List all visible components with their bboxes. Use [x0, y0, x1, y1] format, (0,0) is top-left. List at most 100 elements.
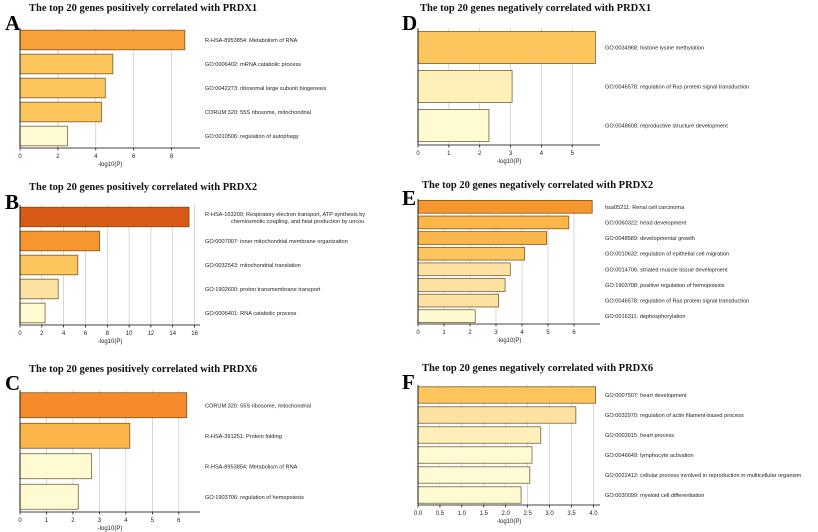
bar-label: GO:0014706: striated muscle tissue devel… [605, 267, 728, 273]
x-tick-label: 3 [494, 330, 498, 336]
bar [417, 231, 548, 245]
panel-letter: D [402, 11, 417, 35]
x-axis-label: -log10(P) [497, 338, 522, 344]
bar [417, 293, 499, 308]
bar-label: hsa05211: Renal cell carcinoma [605, 205, 685, 211]
x-tick-label: 0 [18, 154, 22, 160]
bar-label: GO:0048589: developmental growth [605, 236, 695, 242]
x-tick-label: 4 [94, 154, 98, 160]
x-tick-label: 3.0 [545, 511, 554, 517]
x-tick-label: 4 [540, 151, 544, 157]
x-tick-label: 16 [191, 331, 198, 337]
panel-letter: F [402, 370, 415, 394]
chart-title: The top 20 genes negatively correlated w… [420, 3, 651, 14]
bar-label: R-HSA-163200: Respiratory electron trans… [205, 212, 365, 225]
panel-letter: B [5, 190, 19, 214]
x-tick-label: 2.5 [523, 511, 532, 517]
bar [19, 483, 79, 510]
x-tick-label: 1.0 [458, 511, 467, 517]
bar-label: GO:1903706: regulation of hemopoiesis [205, 495, 304, 501]
x-tick-label: 4 [62, 331, 66, 337]
bar [417, 309, 476, 323]
x-tick-label: 2.0 [502, 511, 511, 517]
x-tick-label: 10 [126, 331, 133, 337]
bar-label: GO:0060322: head development [605, 220, 687, 226]
x-tick-label: 14 [169, 331, 176, 337]
bar-label: CORUM:320: 55S ribosome, mitochondrial [205, 403, 311, 409]
x-tick-label: 2 [71, 518, 75, 524]
bar [19, 125, 68, 147]
bar [417, 486, 522, 504]
bar [19, 77, 106, 99]
bar-label: GO:0007007: inner mitochondrial membrane… [205, 239, 348, 245]
x-tick-label: 2 [40, 331, 44, 337]
x-axis-label: -log10(P) [497, 159, 522, 165]
bar [19, 453, 92, 480]
bar-label: GO:0032970: regulation of actin filament… [605, 413, 744, 419]
x-tick-label: 6 [572, 330, 576, 336]
x-tick-label: 3 [98, 518, 102, 524]
x-tick-label: 4.0 [589, 511, 598, 517]
bar [19, 230, 100, 252]
x-tick-label: 0.0 [414, 511, 423, 517]
x-tick-label: 0 [416, 330, 420, 336]
x-tick-label: 5 [546, 330, 550, 336]
x-tick-label: 1.5 [480, 511, 489, 517]
bar [417, 70, 513, 103]
chart-title: The top 20 genes negatively correlated w… [422, 363, 653, 374]
bar-label: GO:0030099: myeloid cell differentiation [605, 493, 704, 499]
bar-label: R-HSA-8953854: Metabolism of RNA [205, 38, 298, 44]
x-tick-label: 6 [132, 154, 136, 160]
x-tick-label: 4 [520, 330, 524, 336]
chart-panel-a: A The top 20 genes positively correlated … [5, 3, 326, 168]
x-axis-label: -log10(P) [98, 526, 123, 532]
bar [417, 278, 506, 292]
x-tick-label: 12 [148, 331, 155, 337]
chart-panel-c: C The top 20 genes positively correlated … [5, 364, 311, 532]
bar-label: GO:1903708: positive regulation of hemop… [605, 283, 725, 289]
bar-label: R-HSA-8953854: Metabolism of RNA [205, 464, 298, 470]
x-tick-label: 6 [84, 331, 88, 337]
bar [417, 109, 490, 142]
bar-label: GO:0046578: regulation of Ras protein si… [605, 299, 749, 305]
x-tick-label: 3 [509, 151, 513, 157]
x-tick-label: 5 [151, 518, 155, 524]
x-tick-label: 1 [442, 330, 446, 336]
bar-label: GO:0010506: regulation of autophagy [205, 134, 299, 140]
bar-label: GO:0042273: ribosomal large subunit biog… [205, 86, 326, 92]
bar [417, 200, 593, 214]
chart-title: The top 20 genes positively correlated w… [29, 182, 257, 193]
bar-label: GO:0034968: histone lysine methylation [605, 46, 704, 52]
chart-panel-f: F The top 20 genes negatively correlated … [402, 363, 802, 525]
x-tick-label: 6 [177, 518, 181, 524]
bar-label: GO:0003015: heart process [605, 433, 674, 439]
x-tick-label: 8 [106, 331, 110, 337]
x-axis-label: -log10(P) [98, 339, 123, 345]
bar [19, 29, 186, 51]
bar [417, 386, 596, 404]
bar [417, 426, 542, 444]
chart-title: The top 20 genes positively correlated w… [29, 3, 257, 14]
panel-letter: A [5, 11, 21, 35]
x-tick-label: 0 [18, 331, 22, 337]
bar [417, 466, 531, 484]
bar [417, 406, 577, 424]
x-tick-label: 8 [170, 154, 174, 160]
bar [417, 246, 525, 261]
chart-panel-e: E The top 20 genes negatively correlated … [402, 180, 749, 344]
bar [417, 215, 570, 230]
bar-label: R-HSA-391251: Protein folding [205, 434, 282, 440]
x-tick-label: 4 [124, 518, 128, 524]
bar-label: GO:0016311: dephosphorylation [605, 314, 685, 320]
bar-label: GO:0006401: RNA catabolic process [205, 311, 297, 317]
bar-label: GO:0022412: cellular process involved in… [605, 473, 802, 479]
bar-label: GO:0046578: regulation of Ras protein si… [605, 85, 749, 91]
x-tick-label: 2 [56, 154, 60, 160]
bar [19, 101, 102, 123]
bar [417, 262, 511, 277]
bar [19, 392, 188, 419]
x-tick-label: 5 [571, 151, 575, 157]
panel-letter: E [402, 186, 416, 210]
x-tick-label: 0 [416, 151, 420, 157]
